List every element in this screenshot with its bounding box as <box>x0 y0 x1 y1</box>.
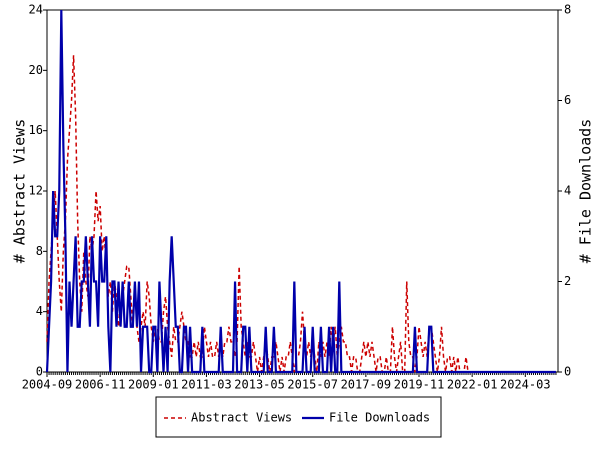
legend-label: File Downloads <box>329 411 430 425</box>
x-tick-label: 2011-03 <box>181 378 232 392</box>
y-tick-label: 12 <box>29 184 43 198</box>
y2-tick-label: 8 <box>564 3 571 17</box>
y2-tick-label: 6 <box>564 93 571 107</box>
y-tick-label: 0 <box>36 365 43 379</box>
y2-tick-label: 0 <box>564 365 571 379</box>
y-tick-label: 4 <box>36 304 43 318</box>
x-tick-label: 2019-11 <box>394 378 445 392</box>
y-axis-label: # Abstract Views <box>11 119 29 264</box>
y-tick-label: 16 <box>29 123 43 137</box>
y-tick-label: 24 <box>29 3 43 17</box>
y2-axis-label: # File Downloads <box>577 119 595 264</box>
y2-tick-label: 4 <box>564 184 571 198</box>
y-tick-label: 8 <box>36 244 43 258</box>
legend-box <box>155 396 442 438</box>
x-tick-label: 2004-09 <box>22 378 73 392</box>
x-tick-label: 2017-09 <box>341 378 392 392</box>
x-tick-label: 2024-03 <box>500 378 551 392</box>
data-line <box>46 55 556 373</box>
x-tick-label: 2009-01 <box>128 378 179 392</box>
x-tick-label: 2013-05 <box>234 378 285 392</box>
x-tick-label: 2015-07 <box>287 378 338 392</box>
x-tick-label: 2022-01 <box>447 378 498 392</box>
x-tick-label: 2006-11 <box>75 378 126 392</box>
legend-label: Abstract Views <box>191 411 292 425</box>
data-line <box>45 9 556 374</box>
y-tick-label: 20 <box>29 63 43 77</box>
y2-tick-label: 2 <box>564 274 571 288</box>
